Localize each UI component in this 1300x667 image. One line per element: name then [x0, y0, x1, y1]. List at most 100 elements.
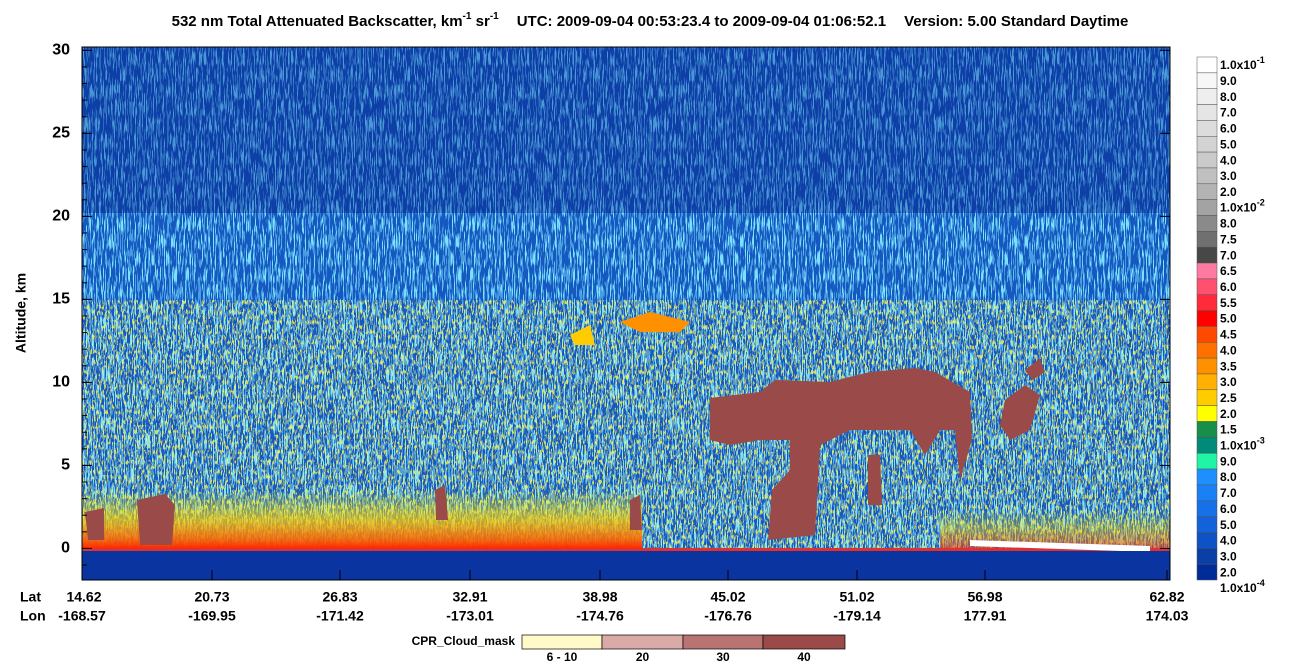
colorbar-label: 5.0: [1220, 518, 1237, 532]
colorbar-label: 7.5: [1220, 233, 1237, 247]
x-tick-lon: -176.76: [704, 608, 752, 624]
colorbar-label: 5.0: [1220, 312, 1237, 326]
cpr-legend-swatch: [521, 634, 603, 650]
y-tick-label: 15: [52, 291, 70, 308]
cpr-legend-label: 40: [797, 650, 811, 664]
colorbar-label: 9.0: [1220, 454, 1237, 468]
x-tick-lat: 20.73: [194, 589, 229, 605]
colorbar-label: 3.0: [1220, 375, 1237, 389]
x-tick-lon: -174.76: [576, 608, 624, 624]
colorbar-label: 2.5: [1220, 391, 1237, 405]
plot-frame: [81, 46, 1171, 581]
colorbar-segment: [1196, 484, 1218, 502]
colorbar-segment: [1196, 104, 1218, 121]
colorbar-segment: [1196, 310, 1218, 327]
cpr-legend-swatch: [601, 634, 684, 650]
cpr-legend-swatch: [762, 634, 846, 650]
colorbar-label-base: 1.0x10: [1220, 439, 1257, 453]
colorbar-segment: [1196, 151, 1218, 169]
x-tick-lat: 62.82: [1149, 589, 1184, 605]
colorbar-segment: [1196, 246, 1218, 264]
colorbar-segment: [1196, 88, 1218, 105]
cpr-legend-label: 6 - 10: [547, 650, 578, 664]
x-tick-lon: -173.01: [446, 608, 494, 624]
colorbar-label: 6.0: [1220, 122, 1237, 136]
colorbar-segment: [1196, 468, 1218, 486]
colorbar-segment: [1196, 357, 1218, 375]
colorbar-segment: [1196, 72, 1218, 89]
colorbar-segment: [1196, 548, 1218, 565]
colorbar-segment: [1196, 231, 1218, 248]
x-tick-lon: 174.03: [1146, 608, 1189, 624]
colorbar-segment: [1196, 563, 1218, 581]
colorbar-label-exp: -2: [1257, 198, 1265, 208]
y-tick-label: 5: [61, 457, 70, 474]
x-tick-lat: 38.98: [582, 589, 617, 605]
colorbar-segment: [1196, 215, 1218, 232]
colorbar-label: 6.0: [1220, 280, 1237, 294]
colorbar-segment: [1196, 167, 1218, 185]
colorbar: 1.0x10-19.08.07.06.05.04.03.02.01.0x10-2…: [1196, 55, 1265, 595]
colorbar-label: 6.0: [1220, 502, 1237, 516]
cpr-legend-title: CPR_Cloud_mask: [412, 634, 516, 648]
x-tick-lat: 32.91: [452, 589, 487, 605]
backscatter-field: [82, 47, 1170, 580]
colorbar-segment: [1196, 389, 1218, 406]
colorbar-label: 6.5: [1220, 264, 1237, 278]
colorbar-label: 1.0x10-1: [1220, 55, 1265, 72]
colorbar-label: 8.0: [1220, 217, 1237, 231]
cpr-legend-label: 30: [716, 650, 730, 664]
colorbar-segment: [1196, 373, 1218, 391]
colorbar-label: 5.5: [1220, 296, 1237, 310]
y-axis-title: Altitude, km: [13, 273, 29, 353]
colorbar-segment: [1196, 56, 1218, 74]
colorbar-label-exp: -1: [1257, 55, 1265, 65]
colorbar-segment: [1196, 421, 1218, 438]
colorbar-segment: [1196, 405, 1218, 422]
colorbar-label: 7.0: [1220, 248, 1237, 262]
colorbar-segment: [1196, 452, 1218, 470]
colorbar-label: 4.0: [1220, 343, 1237, 357]
colorbar-label: 1.0x10-2: [1220, 198, 1265, 215]
colorbar-segment: [1196, 135, 1218, 153]
colorbar-segment: [1196, 516, 1218, 533]
x-tick-lon: -179.14: [833, 608, 881, 624]
colorbar-label: 3.5: [1220, 359, 1237, 373]
y-tick-label: 10: [52, 374, 70, 391]
x-tick-lat: 14.62: [66, 589, 101, 605]
colorbar-segment: [1196, 199, 1218, 216]
colorbar-segment: [1196, 183, 1218, 200]
colorbar-segment: [1196, 262, 1218, 280]
cpr-legend-label: 20: [636, 650, 650, 664]
colorbar-label: 1.5: [1220, 423, 1237, 437]
colorbar-segment: [1196, 342, 1218, 359]
y-tick-label: 25: [52, 125, 70, 142]
colorbar-label: 4.0: [1220, 153, 1237, 167]
x-axis-lon-label: Lon: [20, 608, 46, 624]
colorbar-label: 2.0: [1220, 407, 1237, 421]
colorbar-label: 1.0x10-4: [1220, 578, 1265, 595]
x-tick-lat: 56.98: [967, 589, 1002, 605]
colorbar-label: 4.5: [1220, 328, 1237, 342]
x-tick-lat: 45.02: [710, 589, 745, 605]
colorbar-label: 1.0x10-3: [1220, 436, 1265, 453]
colorbar-label: 9.0: [1220, 74, 1237, 88]
cpr-legend: CPR_Cloud_mask 6 - 10 20 30 40: [412, 634, 846, 664]
colorbar-label: 7.0: [1220, 106, 1237, 120]
colorbar-label: 8.0: [1220, 470, 1237, 484]
colorbar-segment: [1196, 326, 1218, 343]
chart-title: 532 nm Total Attenuated Backscatter, km-…: [172, 11, 1129, 30]
y-tick-label: 20: [52, 208, 70, 225]
colorbar-label: 2.0: [1220, 565, 1237, 579]
colorbar-segment: [1196, 120, 1218, 137]
colorbar-label: 2.0: [1220, 185, 1237, 199]
colorbar-label: 3.0: [1220, 169, 1237, 183]
colorbar-segment: [1196, 532, 1218, 549]
x-tick-lat: 51.02: [839, 589, 874, 605]
colorbar-segment: [1196, 437, 1218, 454]
x-axis-lat-label: Lat: [20, 589, 41, 605]
colorbar-label: 3.0: [1220, 549, 1237, 563]
colorbar-segment: [1196, 500, 1218, 517]
colorbar-segment: [1196, 294, 1218, 311]
